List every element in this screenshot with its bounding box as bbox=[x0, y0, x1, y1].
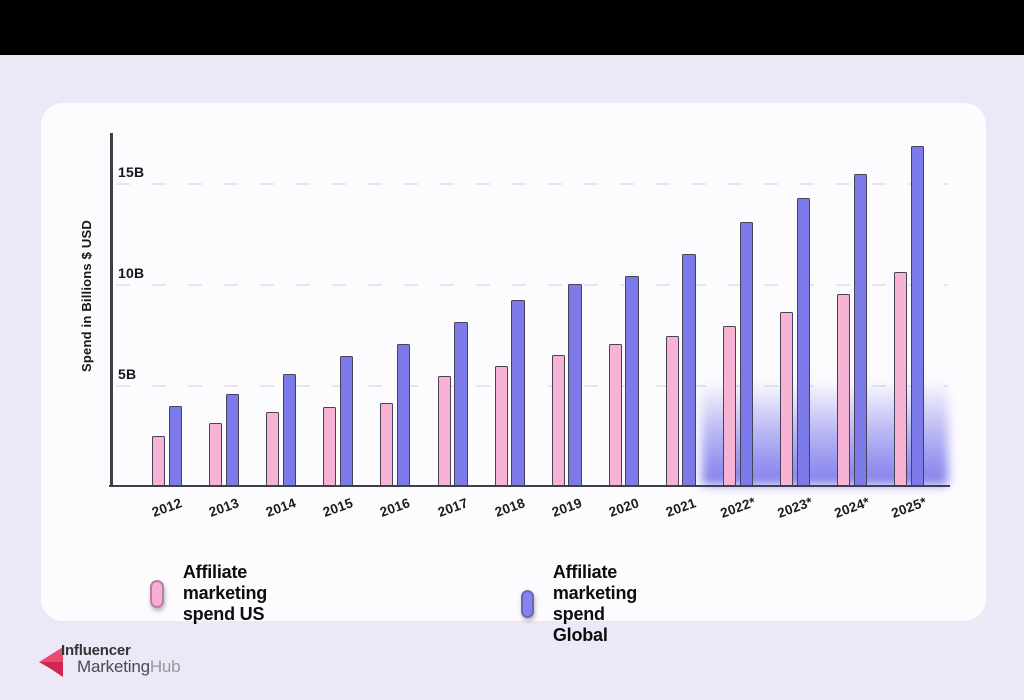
logo-marketing: Marketing bbox=[77, 657, 150, 676]
bar-global-2016 bbox=[396, 344, 411, 487]
bar-global-2015 bbox=[339, 356, 354, 487]
bar-global-2013 bbox=[225, 394, 240, 487]
y-tick-label-15B: 15B bbox=[118, 164, 145, 180]
logo-line1: Influencer bbox=[61, 642, 131, 659]
bar-global-2021 bbox=[682, 254, 696, 487]
bar-us-2022* bbox=[723, 326, 736, 487]
letterbox-top-bar bbox=[0, 0, 1024, 55]
legend-swatch-us bbox=[150, 579, 164, 608]
bar-global-2018 bbox=[511, 300, 525, 487]
y-tick-label-5B: 5B bbox=[118, 366, 137, 382]
x-tick-label-2014: 2014 bbox=[264, 495, 299, 520]
bar-us-2016 bbox=[380, 403, 394, 487]
legend-swatch-global bbox=[521, 590, 534, 618]
bar-us-2014 bbox=[266, 412, 280, 487]
y-axis-title: Spend in Billions $ USD bbox=[79, 220, 94, 372]
x-tick-label-2020: 2020 bbox=[606, 495, 641, 520]
x-tick-label-2015: 2015 bbox=[321, 495, 356, 520]
gridline-5B bbox=[116, 385, 948, 387]
x-tick-label-2021: 2021 bbox=[663, 495, 698, 520]
x-tick-label-2019: 2019 bbox=[549, 495, 584, 520]
bar-global-2019 bbox=[568, 284, 582, 487]
bar-global-2024* bbox=[853, 174, 868, 487]
bar-us-2017 bbox=[437, 376, 451, 487]
x-tick-label-2017: 2017 bbox=[435, 495, 470, 520]
x-tick-label-2025*: 2025* bbox=[889, 494, 929, 521]
x-tick-label-2024*: 2024* bbox=[832, 494, 872, 521]
logo-hub: Hub bbox=[149, 657, 181, 676]
x-tick-label-2012: 2012 bbox=[149, 495, 185, 520]
legend-label-us: Affiliate marketing spend US bbox=[182, 562, 268, 624]
legend-item-us: Affiliate marketing spend US bbox=[150, 562, 281, 625]
legend-label-global: Affiliate marketing spend Global bbox=[552, 562, 638, 645]
bar-us-2021 bbox=[665, 336, 679, 487]
bar-us-2012 bbox=[152, 436, 165, 487]
bar-us-2019 bbox=[551, 355, 565, 487]
bar-global-2023* bbox=[796, 198, 811, 487]
bar-global-2020 bbox=[625, 276, 639, 487]
gridline-15B bbox=[116, 183, 948, 185]
logo-arrow-icon bbox=[38, 644, 64, 683]
y-tick-label-10B: 10B bbox=[118, 265, 145, 281]
x-axis-line bbox=[109, 484, 950, 487]
bar-us-2023* bbox=[780, 312, 794, 487]
bar-global-2014 bbox=[282, 374, 297, 487]
legend-item-global: Affiliate marketing spend Global bbox=[521, 562, 652, 646]
influencer-marketinghub-logo: Influencer MarketingHub bbox=[38, 642, 181, 683]
bar-global-2017 bbox=[454, 322, 468, 487]
logo-line2: MarketingHub bbox=[77, 657, 181, 676]
bar-global-2025* bbox=[910, 146, 925, 487]
bar-global-2012 bbox=[168, 406, 182, 487]
x-tick-label-2013: 2013 bbox=[207, 495, 242, 520]
x-tick-label-2022*: 2022* bbox=[718, 494, 758, 521]
bar-us-2025* bbox=[894, 272, 908, 487]
bar-global-2022* bbox=[739, 222, 753, 487]
y-axis-line bbox=[110, 133, 113, 486]
bar-us-2013 bbox=[209, 423, 223, 487]
bar-us-2015 bbox=[323, 407, 337, 487]
x-tick-label-2023*: 2023* bbox=[775, 494, 815, 521]
bar-us-2020 bbox=[608, 344, 622, 487]
logo-text: Influencer MarketingHub bbox=[61, 642, 181, 683]
x-tick-label-2016: 2016 bbox=[378, 495, 413, 520]
gridline-10B bbox=[116, 284, 948, 286]
bar-us-2024* bbox=[837, 294, 851, 487]
bar-us-2018 bbox=[494, 366, 508, 487]
x-tick-label-2018: 2018 bbox=[492, 495, 527, 520]
